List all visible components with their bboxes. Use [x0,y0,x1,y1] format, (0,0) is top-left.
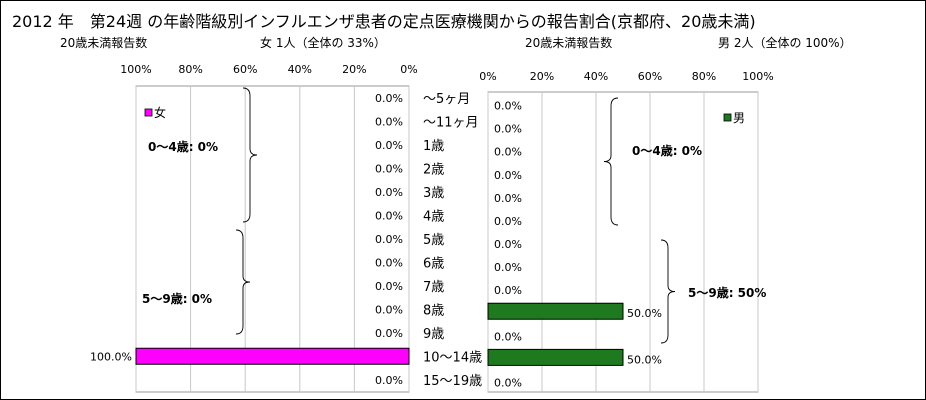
left-bar-value-label: 0.0% [375,303,403,316]
left-tick-label: 40% [288,63,312,76]
left-bar-value-label: 0.0% [375,186,403,199]
age-category-label: 8歳 [423,303,444,318]
left-legend-label: 女 [154,105,166,120]
left-tick-label: 0% [400,63,417,76]
age-category-label: 7歳 [423,280,444,295]
right-bar-value-label: 0.0% [494,169,522,182]
age-category-label: 4歳 [423,209,444,224]
right-brace-0-4 [603,97,619,226]
right-bar-value-label: 0.0% [494,376,522,389]
age-category-label: 3歳 [423,186,444,201]
right-tick-label: 100% [742,70,773,83]
right-count-label: 20歳未満報告数 [525,36,613,50]
age-category-label: 2歳 [423,162,444,177]
left-bar-value-label: 0.0% [375,92,403,105]
right-bar-value-label: 0.0% [494,192,522,205]
right-bar-value-label: 50.0% [627,353,662,366]
age-category-label: 1歳 [423,139,444,154]
right-tick-label: 0% [479,70,496,83]
age-category-label: 15〜19歳 [423,374,482,389]
right-tick-label: 60% [638,70,662,83]
right-bar-value-label: 0.0% [494,123,522,136]
left-legend-swatch [144,108,153,117]
right-bar [487,302,624,320]
right-bar-value-label: 0.0% [494,330,522,343]
left-bar-value-label: 0.0% [375,327,403,340]
right-bar-value-label: 0.0% [494,100,522,113]
right-count-summary: 男 2人（全体の 100%） [718,36,852,50]
left-plot-area [135,85,410,393]
chart-title: 2012 年 第24週 の年齢階級別インフルエンザ患者の定点医療機関からの報告割… [12,12,756,31]
right-tick-label: 20% [530,70,554,83]
left-bar-value-label: 0.0% [375,115,403,128]
left-tick-label: 100% [120,63,151,76]
right-bar-value-label: 0.0% [494,261,522,274]
right-group-label-5-9: 5〜9歳: 50% [688,285,766,300]
left-tick-label: 60% [233,63,257,76]
left-brace-5-9 [235,229,251,335]
left-tick-label: 20% [342,63,366,76]
left-bar-value-label: 0.0% [375,233,403,246]
right-tick-label: 80% [692,70,716,83]
left-bar-value-label: 100.0% [90,350,132,363]
right-legend-label: 男 [733,111,745,125]
age-category-label: 〜11ヶ月 [423,115,479,130]
right-plot-area [487,91,759,393]
right-legend-swatch [723,113,732,122]
left-group-label-0-4: 0〜4歳: 0% [148,139,218,154]
right-tick-label: 40% [584,70,608,83]
right-group-label-0-4: 0〜4歳: 0% [632,143,702,158]
right-bar-value-label: 0.0% [494,238,522,251]
left-bar-value-label: 0.0% [375,374,403,387]
left-brace-0-4 [242,87,258,223]
right-bar-value-label: 0.0% [494,146,522,159]
right-bar-value-label: 0.0% [494,284,522,297]
right-bar-value-label: 0.0% [494,215,522,228]
left-count-summary: 女 1人（全体の 33%） [260,36,386,50]
age-category-label: 5歳 [423,233,444,248]
left-count-label: 20歳未満報告数 [60,36,148,50]
right-bar [487,348,624,366]
age-category-label: 6歳 [423,256,444,271]
age-category-label: 9歳 [423,327,444,342]
left-bar-value-label: 0.0% [375,162,403,175]
left-bar-value-label: 0.0% [375,280,403,293]
left-bar-value-label: 0.0% [375,209,403,222]
left-group-label-5-9: 5〜9歳: 0% [142,291,212,306]
right-brace-5-9 [660,239,676,344]
left-bar-value-label: 0.0% [375,139,403,152]
age-category-label: 〜5ヶ月 [423,92,470,107]
left-tick-label: 80% [178,63,202,76]
right-bar-value-label: 50.0% [627,307,662,320]
left-bar-value-label: 0.0% [375,256,403,269]
left-bar [135,347,410,365]
age-category-label: 10〜14歳 [423,350,482,365]
